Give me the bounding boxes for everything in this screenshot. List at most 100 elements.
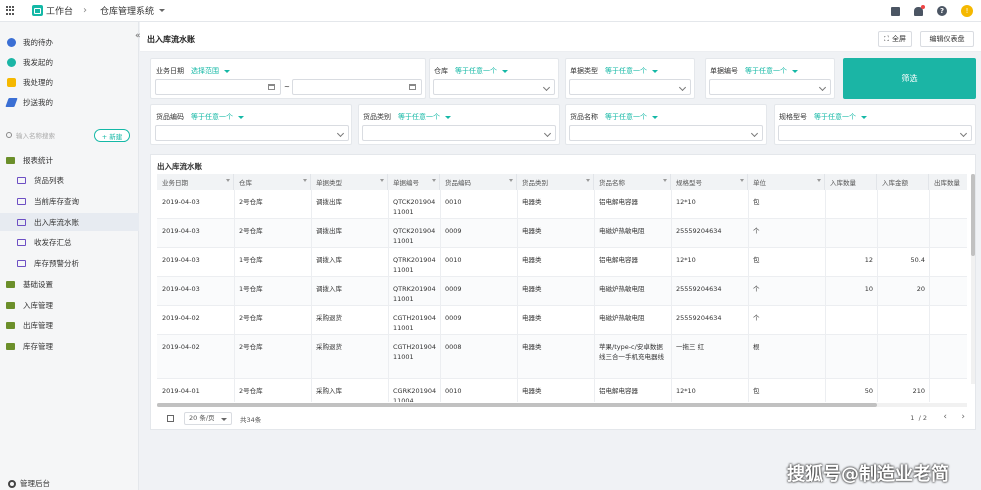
sidebar-item-label: 报表统计	[23, 155, 53, 165]
column-header[interactable]: 业务日期	[157, 174, 234, 190]
chevron-down-icon	[818, 83, 827, 92]
date-start-input[interactable]	[155, 79, 281, 95]
column-header[interactable]: 单据类型	[311, 174, 388, 190]
scrollbar-thumb[interactable]	[971, 174, 975, 256]
table-row[interactable]: 2019-04-02 2号仓库 采购退货 CGTH201904 11001 0009 电器…	[157, 306, 967, 335]
horizontal-scrollbar[interactable]	[157, 403, 967, 407]
sidebar-item-todo[interactable]: 我的待办	[0, 33, 139, 51]
table-cell: 电磁炉热敏电阻	[599, 314, 645, 322]
sidebar-item-inout-ledger[interactable]: 出入库流水账	[0, 213, 139, 231]
next-page-button[interactable]: ›	[961, 412, 965, 422]
spec-op-dropdown[interactable]: 等于任意一个	[814, 113, 867, 121]
table-cell: CGTH201904 11001	[393, 314, 437, 332]
date-end-input[interactable]	[292, 79, 422, 95]
warehouse-op-dropdown[interactable]: 等于任意一个	[455, 67, 508, 75]
op-label: 等于任意一个	[455, 67, 497, 75]
item-cat-select[interactable]	[362, 125, 556, 141]
scrollbar-thumb[interactable]	[157, 403, 877, 407]
page-size-select[interactable]: 20 条/页	[184, 412, 232, 425]
item-code-select[interactable]	[155, 125, 349, 141]
workspace-link[interactable]: 工作台	[46, 7, 74, 17]
prev-page-button[interactable]: ‹	[943, 412, 947, 422]
avatar[interactable]: !	[961, 5, 973, 17]
table-row[interactable]: 2019-04-03 2号仓库 调拨出库 QTCK201904 11001 0010 电器…	[157, 190, 967, 219]
sidebar-folder-outbound[interactable]: 出库管理	[0, 316, 139, 334]
item-name-select[interactable]	[569, 125, 763, 141]
sort-icon[interactable]	[432, 179, 436, 182]
column-divider	[440, 190, 441, 402]
report-icon	[17, 197, 26, 205]
sidebar-folder-inventory[interactable]: 库存管理	[0, 337, 139, 355]
table-row[interactable]: 2019-04-03 1号仓库 调拨入库 QTRK201904 11001 0010 电器…	[157, 248, 967, 277]
column-header[interactable]: 货品编码	[440, 174, 517, 190]
collapse-sidebar-icon[interactable]: «	[135, 31, 141, 41]
spec-select[interactable]	[778, 125, 972, 141]
sort-icon[interactable]	[303, 179, 307, 182]
sort-icon[interactable]	[663, 179, 667, 182]
notification-bell-icon[interactable]	[914, 4, 925, 16]
new-button[interactable]: + 新建	[94, 129, 130, 142]
sidebar-item-initiated[interactable]: 我发起的	[0, 53, 139, 71]
table-row[interactable]: 2019-04-03 1号仓库 调拨入库 QTRK201904 11001 0009 电器…	[157, 277, 967, 306]
date-op-dropdown[interactable]: 选择范围	[191, 67, 230, 75]
column-header[interactable]: 单位	[748, 174, 825, 190]
column-header[interactable]: 入库金额	[877, 174, 929, 190]
column-header[interactable]: 货品名称	[594, 174, 671, 190]
sidebar-item-cc[interactable]: 抄送我的	[0, 93, 139, 111]
table-cell: 1号仓库	[239, 256, 263, 264]
help-icon[interactable]: ?	[937, 6, 947, 16]
table-cell: 铝电解电容器	[599, 387, 638, 395]
column-settings-icon[interactable]	[167, 415, 174, 422]
sidebar-folder-basic[interactable]: 基础设置	[0, 275, 139, 293]
table-row[interactable]: 2019-04-03 2号仓库 调拨出库 QTCK201904 11001 0009 电器…	[157, 219, 967, 248]
edit-dashboard-button[interactable]: 编辑仪表盘	[920, 31, 974, 47]
sidebar-item-stock-alert[interactable]: 库存预警分析	[0, 254, 139, 272]
item-name-op-dropdown[interactable]: 等于任意一个	[605, 113, 658, 121]
main-area: « 出入库流水账 ⛶ 全屏 编辑仪表盘 业务日期 选择范围 ~ 仓库 等于任意一个 单…	[135, 22, 981, 490]
warehouse-select[interactable]	[433, 79, 555, 95]
filter-item-category: 货品类别 等于任意一个	[358, 104, 560, 145]
column-header[interactable]: 出库数量	[929, 174, 967, 190]
sort-icon[interactable]	[226, 179, 230, 182]
filter-button[interactable]: 筛选	[843, 58, 976, 99]
sidebar-item-stock-query[interactable]: 当前库存查询	[0, 192, 139, 210]
column-header[interactable]: 单据编号	[388, 174, 440, 190]
column-header[interactable]: 货品类别	[517, 174, 594, 190]
sort-icon[interactable]	[586, 179, 590, 182]
sidebar-item-handled[interactable]: 我处理的	[0, 73, 139, 91]
column-header[interactable]: 入库数量	[825, 174, 877, 190]
sidebar-item-summary[interactable]: 收发存汇总	[0, 233, 139, 251]
filter-label: 业务日期 选择范围	[156, 66, 230, 76]
admin-link[interactable]: 管理后台	[8, 478, 50, 489]
fullscreen-button[interactable]: ⛶ 全屏	[878, 31, 912, 47]
bill-no-select[interactable]	[709, 79, 831, 95]
table-cell: 2019-04-02	[162, 343, 200, 351]
apps-grid-icon[interactable]	[6, 5, 16, 16]
book-icon[interactable]	[891, 6, 900, 16]
item-code-op-dropdown[interactable]: 等于任意一个	[191, 113, 244, 121]
sidebar-item-goods-list[interactable]: 货品列表	[0, 171, 139, 189]
page-header: « 出入库流水账 ⛶ 全屏 编辑仪表盘	[135, 22, 981, 52]
app-name[interactable]: 仓库管理系统	[100, 7, 155, 17]
sidebar-folder-reports[interactable]: 报表统计	[0, 151, 139, 169]
table-row[interactable]: 2019-04-02 2号仓库 采购退货 CGTH201904 11001 0008 电器…	[157, 335, 967, 379]
sort-icon[interactable]	[509, 179, 513, 182]
table-row[interactable]: 2019-04-01 2号仓库 采购入库 CGRK201904 11004 0010 电器…	[157, 379, 967, 402]
sort-icon[interactable]	[740, 179, 744, 182]
chevron-down-icon	[336, 129, 345, 138]
bill-type-select[interactable]	[569, 79, 691, 95]
app-switch-caret-icon[interactable]	[159, 9, 166, 12]
sort-icon[interactable]	[817, 179, 821, 182]
column-header[interactable]: 仓库	[234, 174, 311, 190]
item-cat-op-dropdown[interactable]: 等于任意一个	[398, 113, 451, 121]
column-header[interactable]: 规格型号	[671, 174, 748, 190]
sidebar-search-input[interactable]: 输入名称搜索	[6, 128, 90, 142]
bill-no-op-dropdown[interactable]: 等于任意一个	[745, 67, 798, 75]
bill-type-op-dropdown[interactable]: 等于任意一个	[605, 67, 658, 75]
calendar-icon	[409, 84, 416, 90]
vertical-scrollbar[interactable]	[971, 174, 975, 384]
sort-icon[interactable]	[380, 179, 384, 182]
sidebar-folder-inbound[interactable]: 入库管理	[0, 296, 139, 314]
column-header-label: 业务日期	[162, 179, 188, 187]
table-cell: 电器类	[522, 256, 542, 264]
